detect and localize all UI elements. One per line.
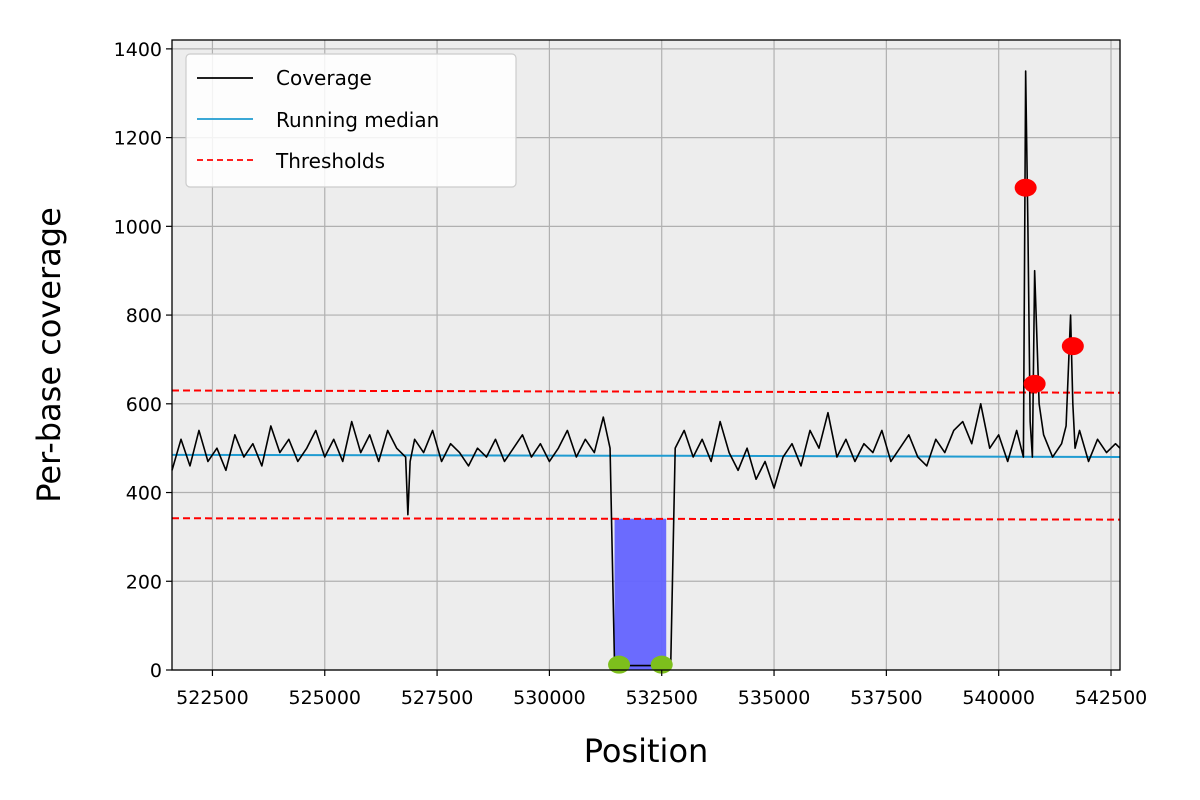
y-tick-label: 0: [150, 660, 162, 682]
y-axis-ticks: 0 200 400 600 800 1000 1200 1400: [114, 39, 172, 682]
x-tick-label: 540000: [962, 687, 1035, 709]
y-tick-label: 600: [126, 394, 162, 416]
y-axis-label: Per-base coverage: [30, 207, 68, 503]
legend: Coverage Running median Thresholds: [185, 53, 517, 188]
x-tick-label: 522500: [176, 687, 249, 709]
deletion-fill: [614, 518, 667, 670]
legend-thresholds-label: Thresholds: [275, 149, 385, 173]
x-tick-label: 525000: [288, 687, 361, 709]
high-coverage-point: [1014, 178, 1037, 197]
low-coverage-point: [650, 655, 673, 674]
legend-coverage-label: Coverage: [276, 66, 372, 90]
high-coverage-point: [1023, 374, 1046, 393]
deletion-fill-region: [614, 518, 667, 670]
y-tick-label: 1000: [114, 216, 162, 238]
y-tick-label: 1200: [114, 128, 162, 150]
upper-threshold-line: [171, 389, 1121, 394]
lower-threshold-line: [171, 517, 1121, 521]
legend-median-label: Running median: [276, 108, 439, 132]
running-median-line: [171, 453, 1121, 459]
plot-frame: [171, 39, 1121, 671]
x-tick-label: 537500: [850, 687, 923, 709]
x-axis-label: Position: [584, 732, 709, 770]
x-tick-label: 535000: [738, 687, 811, 709]
y-tick-label: 200: [126, 571, 162, 593]
x-axis-ticks: 522500 525000 527500 530000 532500 535000 5375…: [176, 670, 1147, 709]
y-tick-label: 800: [126, 305, 162, 327]
high-coverage-point: [1061, 337, 1084, 356]
legend-box: [185, 53, 517, 188]
low-coverage-point: [608, 655, 631, 674]
x-tick-label: 527500: [401, 687, 474, 709]
y-tick-label: 1400: [114, 39, 162, 61]
marker-points: [608, 178, 1084, 674]
x-tick-label: 542500: [1075, 687, 1148, 709]
x-tick-label: 532500: [625, 687, 698, 709]
x-tick-label: 530000: [513, 687, 586, 709]
y-tick-label: 400: [126, 483, 162, 505]
